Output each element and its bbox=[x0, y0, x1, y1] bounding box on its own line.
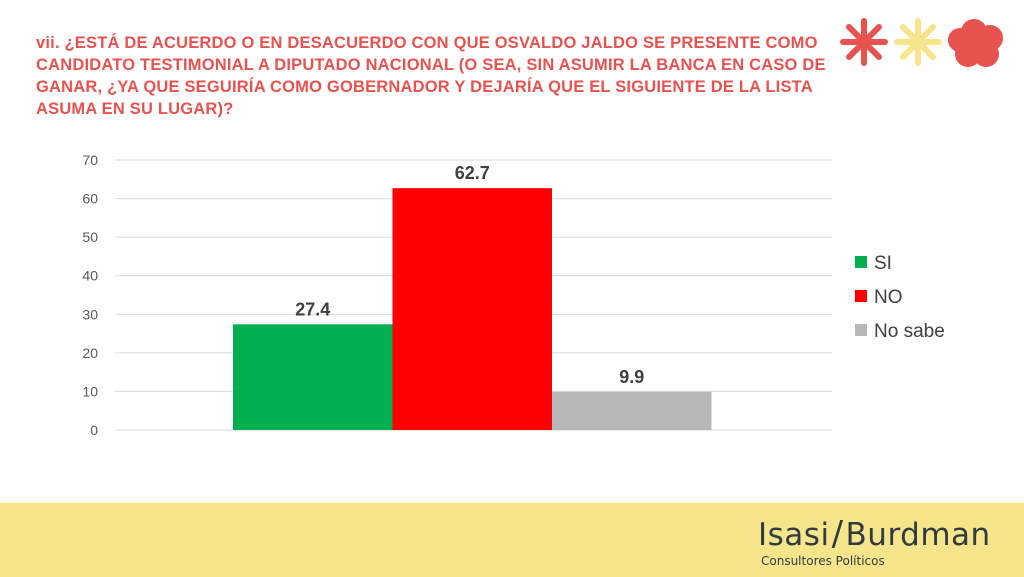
legend-swatch bbox=[855, 256, 867, 268]
y-tick-label: 70 bbox=[82, 152, 98, 168]
brand-name-burdman: Burdman bbox=[845, 517, 991, 553]
y-tick-label: 40 bbox=[82, 268, 98, 284]
brand-name-isasi: Isasi bbox=[758, 517, 830, 553]
red-cloud-icon bbox=[948, 19, 1003, 67]
brand-tagline: Consultores Políticos bbox=[761, 554, 885, 568]
brand-wordmark: Isasi/Burdman bbox=[758, 514, 991, 554]
y-tick-label: 50 bbox=[82, 229, 98, 245]
brand-logo-marks bbox=[840, 18, 1003, 67]
bar-chart: 0 10 20 30 40 50 60 70 27.4 62.7 9.9 SI NO No sabe bbox=[82, 152, 945, 438]
y-tick-label: 10 bbox=[82, 383, 98, 399]
data-label: 62.7 bbox=[455, 163, 490, 183]
data-labels: 27.4 62.7 9.9 bbox=[295, 163, 644, 387]
bar-si bbox=[233, 324, 393, 430]
legend-label: No sabe bbox=[874, 321, 945, 342]
y-tick-label: 60 bbox=[82, 191, 98, 207]
yellow-asterisk-icon bbox=[894, 18, 942, 66]
legend: SI NO No sabe bbox=[855, 253, 945, 342]
y-tick-label: 30 bbox=[82, 306, 98, 322]
chart-title: vii. ¿ESTÁ DE ACUERDO O EN DESACUERDO CO… bbox=[36, 34, 826, 118]
footer-band bbox=[0, 503, 1024, 577]
bar-no bbox=[392, 188, 552, 430]
bar-no-sabe bbox=[552, 391, 712, 430]
brand-slash: / bbox=[831, 514, 844, 554]
data-label: 27.4 bbox=[295, 299, 330, 319]
red-asterisk-icon bbox=[840, 18, 888, 66]
y-axis-ticks: 0 10 20 30 40 50 60 70 bbox=[82, 152, 98, 438]
y-tick-label: 0 bbox=[90, 422, 98, 438]
y-tick-label: 20 bbox=[82, 345, 98, 361]
data-label: 9.9 bbox=[619, 367, 644, 387]
legend-swatch bbox=[855, 324, 867, 336]
bars bbox=[233, 188, 712, 430]
legend-swatch bbox=[855, 290, 867, 302]
legend-label: SI bbox=[874, 253, 892, 274]
legend-label: NO bbox=[874, 287, 903, 308]
